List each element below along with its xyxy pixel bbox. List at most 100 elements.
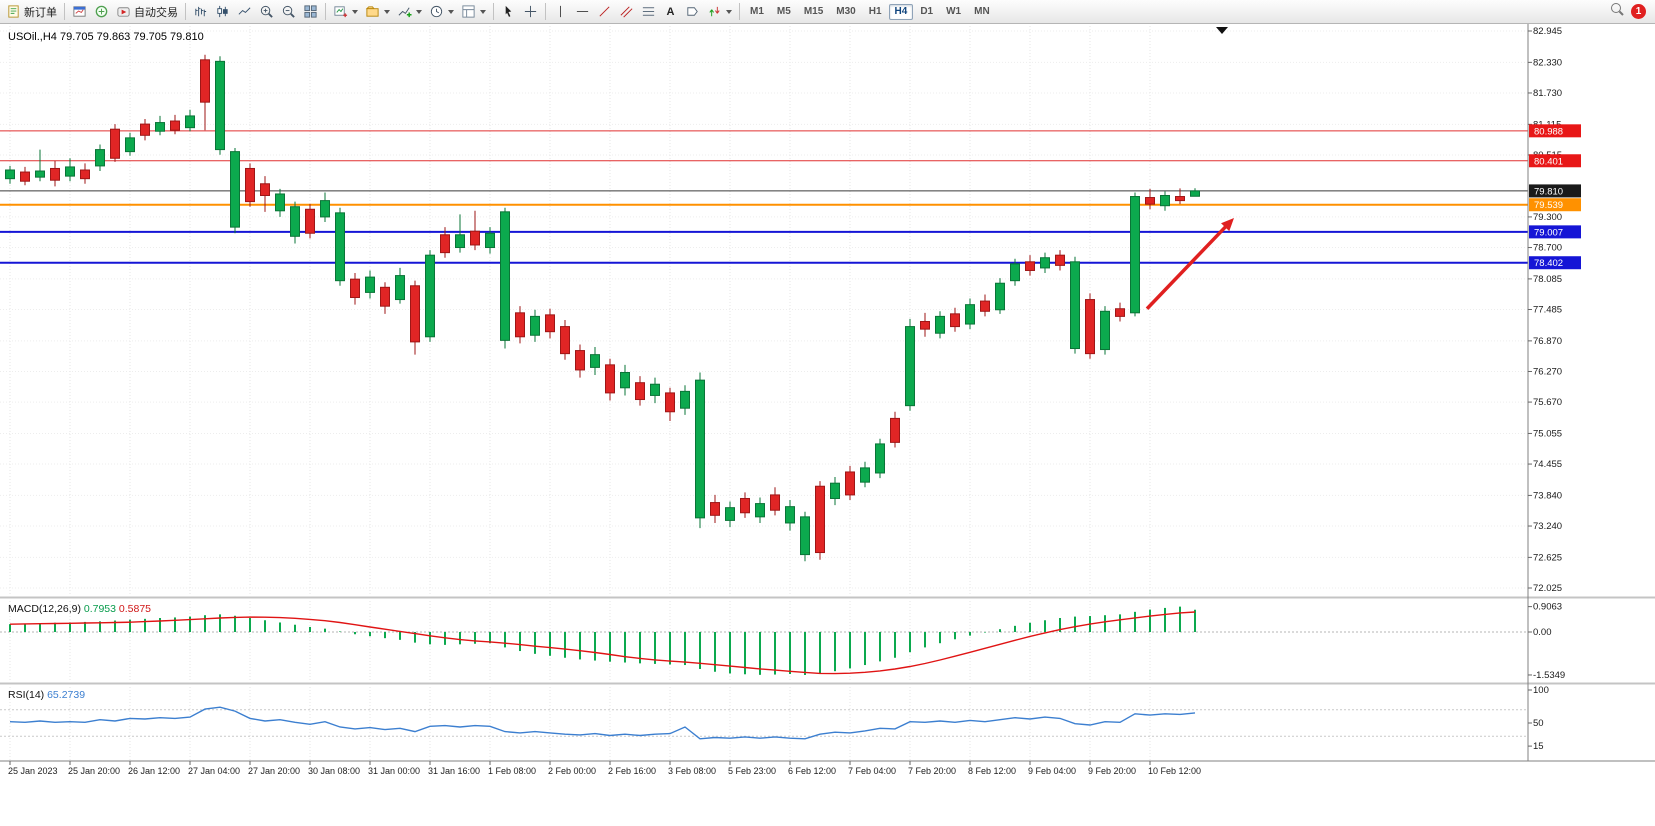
svg-text:31 Jan 16:00: 31 Jan 16:00	[428, 766, 480, 776]
periods-icon	[429, 4, 444, 19]
auto-trading-button[interactable]: 自动交易	[113, 1, 181, 22]
timeframe-button-D1[interactable]: D1	[920, 5, 934, 17]
dropdown-caret	[448, 9, 454, 14]
cursor-icon	[501, 4, 516, 19]
indicators-button[interactable]	[394, 1, 425, 22]
navigator-icon	[94, 4, 109, 19]
new-order-icon	[6, 4, 21, 19]
timeframe-button-H4[interactable]: H4	[888, 3, 914, 20]
panel-labels: USOil.,H4 79.705 79.863 79.705 79.810 MAC…	[8, 31, 204, 701]
separator	[185, 3, 186, 20]
svg-text:3 Feb 08:00: 3 Feb 08:00	[668, 766, 716, 776]
periods-button[interactable]	[426, 1, 457, 22]
arrows-tool-button[interactable]	[704, 1, 735, 22]
svg-text:72.025: 72.025	[1533, 583, 1562, 594]
bar-chart-icon	[193, 4, 208, 19]
vertical-line-icon	[553, 4, 568, 19]
svg-text:78.402: 78.402	[1534, 258, 1563, 269]
trend-arrow[interactable]	[1145, 217, 1234, 310]
trading-chart[interactable]: 82.94582.33081.73081.11580.51579.30078.7…	[0, 24, 1655, 826]
price-axis[interactable]: 82.94582.33081.73081.11580.51579.30078.7…	[1528, 26, 1581, 752]
svg-text:0.00: 0.00	[1533, 627, 1552, 638]
new-order-button[interactable]: 新订单	[3, 1, 60, 22]
svg-text:9 Feb 20:00: 9 Feb 20:00	[1088, 766, 1136, 776]
svg-text:0.9063: 0.9063	[1533, 602, 1562, 613]
navigator-button[interactable]	[91, 1, 112, 22]
tile-windows-button[interactable]	[300, 1, 321, 22]
grid	[0, 26, 1528, 760]
horizontal-line-tool-button[interactable]	[572, 1, 593, 22]
timeframe-button-W1[interactable]: W1	[946, 5, 962, 17]
timeframe-selector: M1 M5 M15 M30 H1 H4 D1 W1 MN	[744, 3, 996, 20]
dropdown-caret	[416, 9, 422, 14]
text-tool-button[interactable]: A	[660, 1, 681, 22]
line-chart-mode-button[interactable]	[234, 1, 255, 22]
timeframe-button-M30[interactable]: M30	[836, 5, 856, 17]
zoom-in-button[interactable]	[256, 1, 277, 22]
zoom-out-icon	[281, 4, 296, 19]
cursor-tool-button[interactable]	[498, 1, 519, 22]
dropdown-caret	[480, 9, 486, 14]
line-chart-icon	[237, 4, 252, 19]
svg-text:74.455: 74.455	[1533, 459, 1562, 470]
market-watch-button[interactable]	[69, 1, 90, 22]
timeframe-button-MN[interactable]: MN	[974, 5, 990, 17]
zoom-out-button[interactable]	[278, 1, 299, 22]
search-icon[interactable]	[1609, 1, 1625, 22]
templates-button[interactable]	[458, 1, 489, 22]
crosshair-tool-button[interactable]	[520, 1, 541, 22]
svg-text:77.485: 77.485	[1533, 305, 1562, 316]
toolbar-right-group: 1	[1609, 1, 1652, 22]
svg-text:9 Feb 04:00: 9 Feb 04:00	[1028, 766, 1076, 776]
chart-window: 82.94582.33081.73081.11580.51579.30078.7…	[0, 24, 1655, 826]
macd-panel[interactable]	[0, 606, 1528, 675]
new-chart-button[interactable]	[330, 1, 361, 22]
panel-separators[interactable]	[0, 24, 1655, 762]
svg-text:81.730: 81.730	[1533, 88, 1562, 99]
candlestick-icon	[215, 4, 230, 19]
profiles-icon	[365, 4, 380, 19]
trendline-tool-button[interactable]	[594, 1, 615, 22]
svg-text:78.700: 78.700	[1533, 243, 1562, 254]
candlestick-mode-button[interactable]	[212, 1, 233, 22]
svg-text:50: 50	[1533, 718, 1544, 729]
bar-chart-mode-button[interactable]	[190, 1, 211, 22]
svg-text:2 Feb 16:00: 2 Feb 16:00	[608, 766, 656, 776]
separator	[493, 3, 494, 20]
svg-text:1 Feb 08:00: 1 Feb 08:00	[488, 766, 536, 776]
svg-text:6 Feb 12:00: 6 Feb 12:00	[788, 766, 836, 776]
auto-trading-icon	[116, 4, 131, 19]
horizontal-price-lines[interactable]	[0, 130, 1528, 264]
svg-text:31 Jan 00:00: 31 Jan 00:00	[368, 766, 420, 776]
svg-text:27 Jan 20:00: 27 Jan 20:00	[248, 766, 300, 776]
rsi-panel[interactable]	[0, 706, 1528, 740]
timeframe-button-M1[interactable]: M1	[750, 5, 764, 17]
timeframe-button-H1[interactable]: H1	[868, 5, 882, 17]
svg-text:27 Jan 04:00: 27 Jan 04:00	[188, 766, 240, 776]
svg-text:100: 100	[1533, 685, 1549, 696]
crosshair-icon	[523, 4, 538, 19]
svg-text:26 Jan 12:00: 26 Jan 12:00	[128, 766, 180, 776]
chart-profiles-button[interactable]	[362, 1, 393, 22]
svg-text:USOil.,H4 79.705 79.863 79.70: USOil.,H4 79.705 79.863 79.705 79.810	[8, 31, 204, 43]
timeframe-button-M15[interactable]: M15	[803, 5, 824, 17]
svg-text:75.055: 75.055	[1533, 428, 1562, 439]
horizontal-line-icon	[575, 4, 590, 19]
separator	[545, 3, 546, 20]
fibonacci-tool-button[interactable]	[638, 1, 659, 22]
label-tool-button[interactable]	[682, 1, 703, 22]
indicators-icon	[397, 4, 412, 19]
vertical-line-tool-button[interactable]	[550, 1, 571, 22]
time-axis[interactable]: 25 Jan 2023 25 Jan 20:00 26 Jan 12:00 27 Ja…	[8, 761, 1201, 776]
label-tool-icon	[685, 4, 700, 19]
channel-tool-button[interactable]	[616, 1, 637, 22]
channel-icon	[619, 4, 634, 19]
text-tool-label: A	[666, 5, 675, 18]
svg-text:82.945: 82.945	[1533, 26, 1562, 37]
svg-text:78.085: 78.085	[1533, 274, 1562, 285]
timeframe-button-M5[interactable]: M5	[776, 5, 791, 17]
notification-badge[interactable]: 1	[1631, 4, 1646, 19]
arrows-tool-icon	[707, 4, 722, 19]
svg-text:82.330: 82.330	[1533, 57, 1562, 68]
candlestick-panel[interactable]	[5, 27, 1229, 562]
